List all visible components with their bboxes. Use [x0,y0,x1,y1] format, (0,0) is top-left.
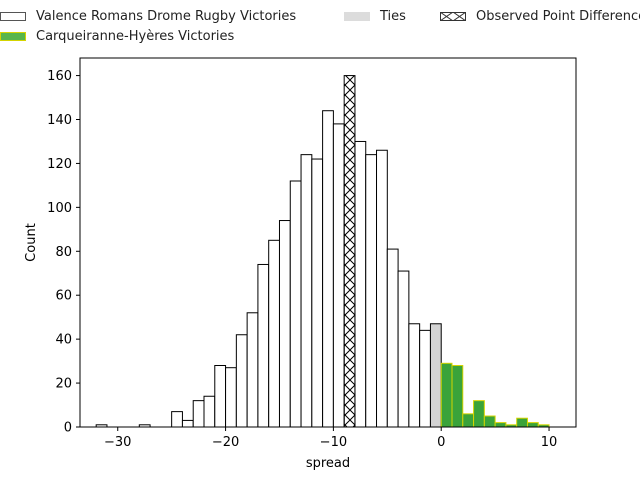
bar-series-2-bin-1 [451,365,464,428]
bar-series-0-bin-9 [192,400,205,428]
bar-series-0-bin-14 [246,312,259,428]
legend: Valence Romans Drome Rugby Victories Car… [0,4,640,48]
bar-series-0-bin-19 [300,154,313,428]
legend-item-valence: Valence Romans Drome Rugby Victories [0,9,296,24]
legend-swatch-valence [0,12,26,21]
bar-series-2-bin-3 [473,400,485,428]
bar-series-2-bin-5 [494,422,507,428]
bar-series-1-bin-0 [429,323,442,428]
y-axis: 0 20 40 60 80 100 120 140 160 [47,69,80,436]
bar-series-2-bin-4 [483,415,496,428]
bar-series-0-bin-22 [332,123,345,428]
legend-item-ties: Ties [344,9,406,24]
x-tick-label-3: 0 [437,435,445,450]
legend-label-ties: Ties [380,9,406,24]
bar-series-0-bin-28 [408,323,421,428]
legend-swatch-ties [344,12,370,21]
legend-item-observed: Observed Point Difference [440,9,640,24]
bar-series-2-bin-0 [440,362,453,428]
legend-label-carqueiranne: Carqueiranne-Hyères Victories [36,29,235,44]
y-tick-label-8: 160 [47,69,72,84]
bar-series-0-bin-27 [397,270,410,428]
bar-series-0-bin-29 [419,329,431,428]
legend-item-carqueiranne: Carqueiranne-Hyères Victories [0,29,234,44]
y-tick-label-1: 20 [55,377,72,392]
bar-series-2-bin-8 [526,422,539,428]
x-tick-label-0: −30 [104,435,131,450]
bars-layer [95,75,550,428]
legend-label-observed: Observed Point Difference [476,9,640,24]
bar-series-0-bin-25 [376,149,388,428]
x-axis-label: spread [306,456,350,471]
bar-series-2-bin-2 [462,413,475,428]
bar-series-0-bin-7 [171,411,183,428]
bar-series-0-bin-23 [354,140,367,428]
bar-series-0-bin-16 [268,239,280,428]
bar-series-0-bin-21 [322,110,334,428]
bar-series-0-bin-24 [365,154,378,428]
bar-series-0-bin-12 [225,367,237,428]
y-tick-label-3: 60 [55,289,72,304]
legend-swatch-observed [440,12,466,21]
bar-series-0-bin-20 [311,158,324,428]
x-axis: −30 −20 −10 0 10 [104,427,557,450]
bar-series-0-bin-10 [203,395,216,428]
y-tick-label-7: 140 [47,113,72,128]
x-tick-label-4: 10 [541,435,558,450]
bar-series-0-bin-8 [181,419,194,428]
bar-series-0-bin-18 [289,180,302,428]
y-tick-label-2: 40 [55,333,72,348]
y-axis-label: Count [24,223,39,262]
bar-series-0-bin-13 [235,334,248,428]
bar-series-0-bin-26 [386,248,399,428]
y-tick-label-6: 120 [47,157,72,172]
x-tick-label-1: −20 [212,435,239,450]
bar-series-0-bin-15 [257,263,270,428]
y-tick-label-4: 80 [55,245,72,260]
bar-series-2-bin-7 [516,417,528,428]
bar-series-3-bin-0 [343,75,356,428]
y-tick-label-0: 0 [64,421,72,436]
plot-frame [79,57,577,428]
y-tick-label-5: 100 [47,201,72,216]
bar-series-0-bin-11 [214,365,227,428]
legend-swatch-carqueiranne [0,32,26,41]
bar-series-0-bin-17 [278,220,291,428]
x-tick-label-2: −10 [320,435,347,450]
legend-label-valence: Valence Romans Drome Rugby Victories [36,9,297,24]
